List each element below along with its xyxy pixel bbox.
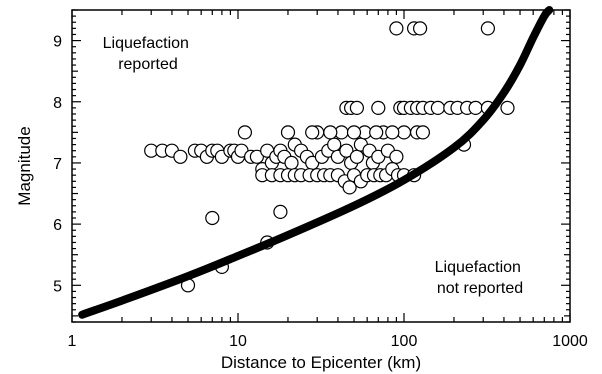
- boundary-curve: [78, 6, 554, 319]
- annotation-line: Liquefaction: [435, 259, 521, 276]
- data-point: [349, 149, 364, 164]
- annotation-line: Liquefaction: [103, 35, 189, 52]
- data-point: [280, 125, 296, 140]
- data-point: [205, 210, 220, 226]
- data-point: [273, 204, 288, 219]
- y-tick-label: 7: [53, 156, 62, 173]
- data-point: [249, 149, 264, 164]
- axis-ticks: 1 10 100 1000 5 6 7 8 9: [53, 9, 588, 350]
- x-tick-label: 10: [229, 333, 247, 350]
- data-point: [389, 21, 404, 36]
- data-point: [237, 125, 252, 140]
- data-point: [323, 125, 338, 140]
- y-tick-label: 6: [53, 217, 62, 234]
- data-point: [500, 100, 515, 116]
- data-points: [144, 21, 515, 293]
- data-point: [339, 143, 354, 158]
- data-point: [371, 100, 386, 116]
- data-point: [413, 21, 428, 36]
- y-tick-label: 5: [53, 278, 62, 295]
- data-point: [349, 100, 364, 116]
- x-tick-label: 100: [391, 333, 418, 350]
- data-point: [284, 155, 299, 170]
- annotation-line: not reported: [437, 280, 523, 297]
- data-point: [173, 149, 188, 164]
- y-axis-label: Magnitude: [15, 126, 34, 205]
- data-point: [385, 125, 400, 140]
- data-point: [327, 137, 342, 152]
- plot-frame: [71, 9, 571, 323]
- data-point: [396, 125, 412, 140]
- annotation-liquefaction-reported: Liquefaction reported: [103, 35, 194, 73]
- x-tick-label: 1000: [552, 333, 588, 350]
- y-tick-label: 9: [53, 34, 62, 51]
- annotation-line: reported: [118, 56, 178, 73]
- annotation-liquefaction-not-reported: Liquefaction not reported: [435, 259, 526, 297]
- x-axis-label: Distance to Epicenter (km): [221, 353, 421, 372]
- y-tick-label: 8: [53, 95, 62, 112]
- data-point: [346, 125, 362, 140]
- data-point: [415, 125, 430, 140]
- data-point: [480, 21, 495, 36]
- data-point: [369, 125, 384, 140]
- data-point: [305, 125, 320, 140]
- data-point: [389, 149, 404, 164]
- data-point: [342, 180, 357, 195]
- data-point: [468, 100, 483, 116]
- data-point: [430, 100, 445, 116]
- x-tick-label: 1: [68, 333, 77, 350]
